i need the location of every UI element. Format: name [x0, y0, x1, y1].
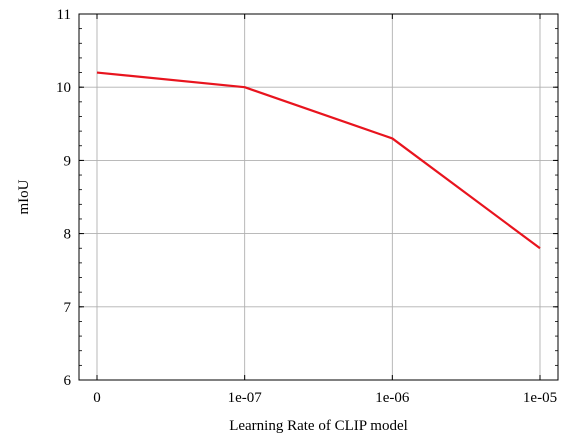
y-tick-label: 11 — [57, 7, 71, 23]
y-tick-label: 8 — [64, 227, 72, 243]
y-tick-label: 9 — [64, 153, 72, 169]
grid-lines — [79, 13, 558, 381]
ticks — [79, 13, 558, 381]
plot-frame — [78, 13, 559, 381]
x-tick-label: 0 — [93, 390, 101, 406]
series-line — [96, 71, 541, 250]
y-tick-label: 10 — [56, 80, 71, 96]
x-axis-label: Learning Rate of CLIP model — [229, 418, 408, 434]
series-layer — [96, 71, 541, 250]
y-tick-label: 6 — [64, 373, 72, 389]
x-tick-label: 1e-07 — [228, 390, 263, 406]
x-tick-label: 1e-06 — [375, 390, 410, 406]
y-axis-label: mIoU — [16, 179, 32, 214]
tick-labels: 0 1e-07 1e-06 1e-05 6 7 8 9 10 11 — [56, 7, 557, 406]
y-tick-label: 7 — [64, 300, 72, 316]
x-tick-label: 1e-05 — [523, 390, 557, 406]
